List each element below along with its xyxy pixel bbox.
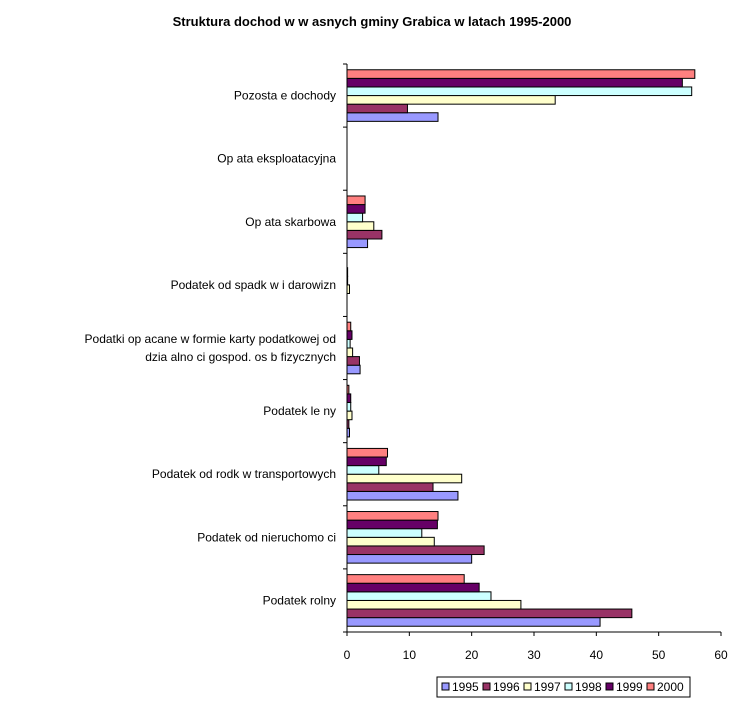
bar-1997-8 <box>346 95 556 105</box>
category-label: Op ata skarbowa <box>245 215 336 229</box>
bar-1999-4 <box>346 330 353 340</box>
bar-1996-2 <box>346 482 434 492</box>
bar-1997-1 <box>346 536 435 547</box>
x-tick-label: 40 <box>590 648 604 662</box>
bar-1995-1 <box>346 554 473 564</box>
bar-1999-8 <box>346 77 683 88</box>
x-tick-label: 0 <box>344 648 351 662</box>
legend-label-1997: 1997 <box>534 680 561 694</box>
bar-1999-1 <box>346 519 438 530</box>
category-label: dzia alno ci gospod. os b fizycznych <box>145 350 336 364</box>
legend-label-1999: 1999 <box>616 680 643 694</box>
bar-1999-0 <box>346 582 480 593</box>
category-label: Podatek rolny <box>263 593 336 607</box>
bar-2000-1 <box>346 511 439 521</box>
bar-1998-8 <box>346 86 693 97</box>
chart-title: Struktura dochod w w asnych gminy Grabic… <box>172 14 572 29</box>
legend-label-2000: 2000 <box>657 680 684 694</box>
bar-1999-6 <box>346 204 366 214</box>
category-label: Podatek od rodk w transportowych <box>152 467 336 481</box>
category-label: Podatek le ny <box>263 404 336 418</box>
legend-swatch-1995 <box>441 682 450 691</box>
bar-2000-6 <box>346 195 366 206</box>
bar-1998-2 <box>346 465 380 475</box>
legend-label-1995: 1995 <box>452 680 479 694</box>
legend-swatch-1997 <box>523 682 532 691</box>
bar-1996-6 <box>346 229 383 240</box>
bar-1995-4 <box>346 364 361 375</box>
category-label: Op ata eksploatacyjna <box>217 152 336 166</box>
bar-2000-0 <box>346 574 465 584</box>
bar-1998-0 <box>346 591 492 601</box>
legend-swatch-1998 <box>564 682 573 691</box>
bars-layer <box>346 69 696 627</box>
bar-1995-6 <box>346 238 369 249</box>
category-label: Podatek od nieruchomo ci <box>197 530 336 544</box>
bar-2000-8 <box>346 69 696 79</box>
bar-1997-2 <box>346 473 463 484</box>
bar-1995-8 <box>346 112 439 122</box>
legend-box <box>436 676 691 698</box>
x-tick-label: 60 <box>714 648 728 662</box>
bar-1998-6 <box>346 212 364 223</box>
x-tick-label: 50 <box>652 648 666 662</box>
legend-swatch-1999 <box>605 682 614 691</box>
bar-1999-2 <box>346 456 387 467</box>
bar-2000-2 <box>346 447 389 458</box>
axes-layer <box>343 63 722 636</box>
bar-1996-0 <box>346 608 633 619</box>
bar-1998-3 <box>346 402 352 412</box>
bar-1996-8 <box>346 103 408 114</box>
bar-1997-0 <box>346 599 522 610</box>
bar-1995-0 <box>346 617 601 627</box>
bar-1995-2 <box>346 490 459 501</box>
bar-1997-4 <box>346 347 354 358</box>
category-label: Podatki op acane w formie karty podatkow… <box>85 332 336 346</box>
bar-2000-4 <box>346 321 352 332</box>
legend: 1995 1996 1997 1998 1999 2000 <box>436 676 691 698</box>
bar-1997-6 <box>346 221 375 231</box>
bar-1998-1 <box>346 528 423 538</box>
x-tick-label: 20 <box>465 648 479 662</box>
bar-1997-3 <box>346 410 353 421</box>
legend-label-1998: 1998 <box>575 680 602 694</box>
category-labels: Podatek rolny Podatek od nieruchomo ci Pod… <box>85 89 337 608</box>
x-tick-labels: 0 10 20 30 40 50 60 <box>344 648 728 662</box>
x-tick-label: 10 <box>403 648 417 662</box>
bar-1999-3 <box>346 393 352 404</box>
x-tick-label: 30 <box>527 648 541 662</box>
category-label: Podatek od spadk w i darowizn <box>171 278 336 292</box>
bar-1996-1 <box>346 545 485 556</box>
bar-1996-4 <box>346 356 360 366</box>
category-label: Pozosta e dochody <box>234 89 336 103</box>
legend-label-1996: 1996 <box>493 680 520 694</box>
legend-swatch-1996 <box>482 682 491 691</box>
legend-swatch-2000 <box>646 682 655 691</box>
